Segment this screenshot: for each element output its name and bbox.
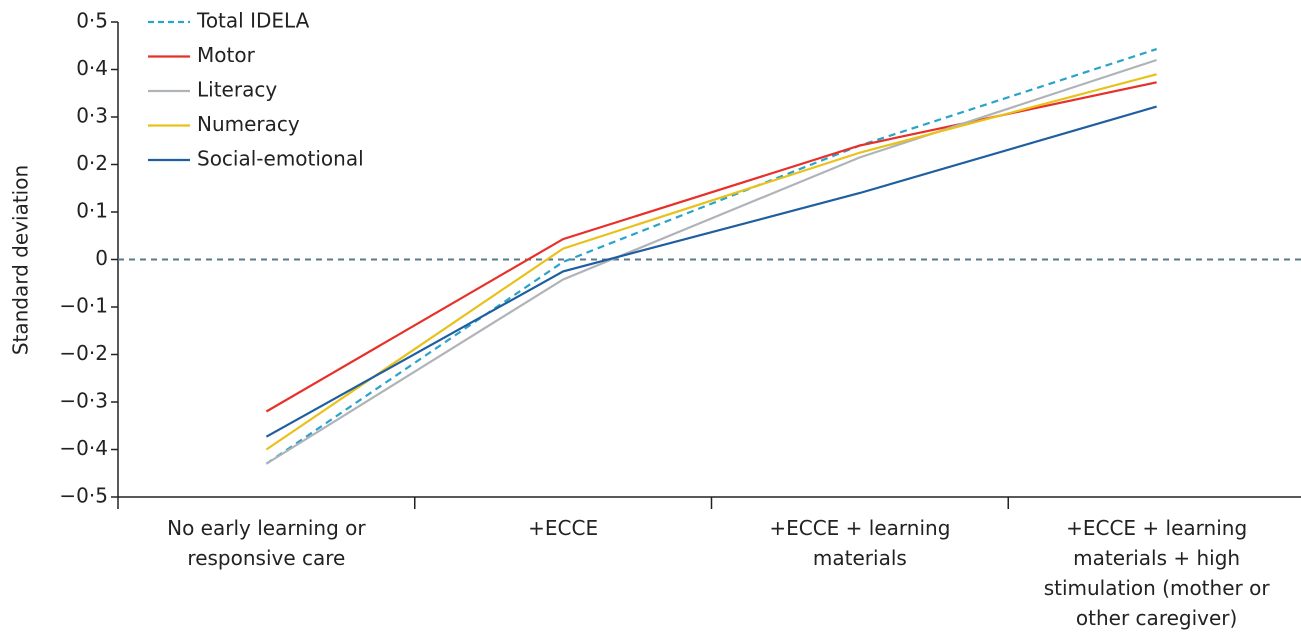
y-tick-label: −0·2 [59,341,108,365]
legend-label: Total IDELA [196,9,310,33]
series-line [265,73,1157,451]
x-tick-label: +ECCE + learning materials + high stimul… [1043,516,1270,630]
y-tick-label: 0·5 [76,9,108,33]
series-line [265,58,1157,465]
y-tick-label: −0·5 [59,484,108,508]
series-line [265,48,1157,465]
x-tick-label: +ECCE [528,516,599,540]
x-tick-label: No early learning or responsive care [167,516,366,570]
y-tick-label: 0·3 [76,104,108,128]
legend-label: Literacy [197,78,277,102]
y-tick-label: 0 [95,246,108,270]
y-tick-label: 0·2 [76,151,108,175]
y-tick-label: −0·3 [59,389,108,413]
legend-label: Numeracy [197,112,300,136]
y-tick-label: 0·1 [76,199,108,223]
legend-label: Social-emotional [197,147,364,171]
y-axis-label: Standard deviation [9,165,33,355]
y-tick-label: −0·1 [59,294,108,318]
series-line [265,105,1157,438]
x-tick-label: +ECCE + learning materials [769,516,951,570]
legend-label: Motor [197,43,256,67]
y-tick-label: −0·4 [59,436,108,460]
y-tick-label: 0·4 [76,56,108,80]
